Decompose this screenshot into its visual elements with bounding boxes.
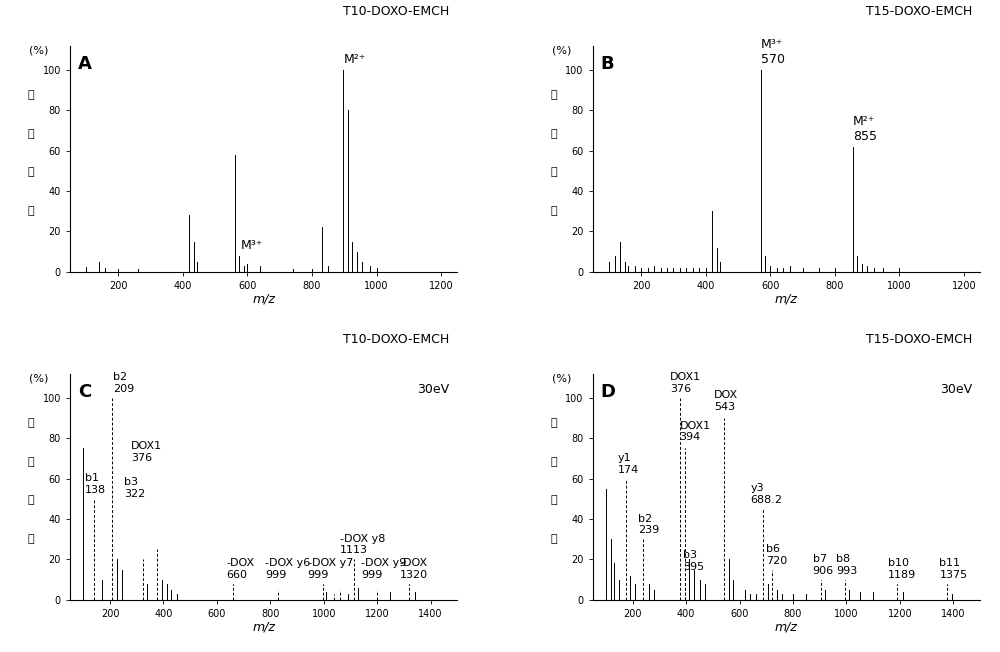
Text: (%): (%) xyxy=(29,374,49,383)
Text: T15-DOXO-EMCH: T15-DOXO-EMCH xyxy=(866,5,972,18)
Text: b3
322: b3 322 xyxy=(124,477,146,499)
Text: 相: 相 xyxy=(28,419,35,428)
Text: DOX
543: DOX 543 xyxy=(714,391,738,412)
Text: -DOX
660: -DOX 660 xyxy=(226,558,254,580)
Text: 丰: 丰 xyxy=(28,496,35,505)
Text: -DOX y7
999: -DOX y7 999 xyxy=(308,558,353,580)
Text: b8
993: b8 993 xyxy=(836,554,857,576)
Text: b10
1189: b10 1189 xyxy=(888,558,916,580)
X-axis label: m/z: m/z xyxy=(252,620,275,633)
Text: b6
720: b6 720 xyxy=(766,544,788,565)
Text: 度: 度 xyxy=(28,206,35,216)
Text: T10-DOXO-EMCH: T10-DOXO-EMCH xyxy=(343,333,449,346)
Text: 丰: 丰 xyxy=(28,168,35,177)
Text: DOX1
394: DOX1 394 xyxy=(680,421,711,442)
Text: T15-DOXO-EMCH: T15-DOXO-EMCH xyxy=(866,333,972,346)
Text: 度: 度 xyxy=(28,534,35,544)
Text: 对: 对 xyxy=(551,457,557,467)
Text: -DOX y8
1113: -DOX y8 1113 xyxy=(340,534,385,556)
Text: M³⁺
570: M³⁺ 570 xyxy=(761,38,785,66)
Text: M³⁺: M³⁺ xyxy=(240,239,263,252)
Text: M²⁺: M²⁺ xyxy=(343,53,366,66)
Text: -DOX
1320: -DOX 1320 xyxy=(400,558,428,580)
Text: B: B xyxy=(601,55,614,72)
Text: 相: 相 xyxy=(28,91,35,100)
Text: 相: 相 xyxy=(551,419,557,428)
Text: (%): (%) xyxy=(29,46,49,55)
Text: 对: 对 xyxy=(28,457,35,467)
Text: b3
395: b3 395 xyxy=(683,550,704,572)
Text: C: C xyxy=(78,383,91,401)
Text: b7
906: b7 906 xyxy=(813,554,834,576)
X-axis label: m/z: m/z xyxy=(775,620,798,633)
Text: A: A xyxy=(78,55,92,72)
Text: M²⁺
855: M²⁺ 855 xyxy=(853,115,877,143)
Text: (%): (%) xyxy=(552,46,571,55)
Text: y1
174: y1 174 xyxy=(618,453,639,475)
Text: b11
1375: b11 1375 xyxy=(939,558,968,580)
Text: b2
209: b2 209 xyxy=(113,372,134,394)
X-axis label: m/z: m/z xyxy=(252,292,275,305)
Text: DOX1
376: DOX1 376 xyxy=(670,372,701,394)
Text: 对: 对 xyxy=(551,129,557,139)
Text: 度: 度 xyxy=(551,534,557,544)
Text: DOX1
376: DOX1 376 xyxy=(131,441,162,462)
Text: 30eV: 30eV xyxy=(940,383,972,396)
Text: 相: 相 xyxy=(551,91,557,100)
Text: 丰: 丰 xyxy=(551,496,557,505)
Text: D: D xyxy=(601,383,616,401)
Text: 对: 对 xyxy=(28,129,35,139)
Text: 30eV: 30eV xyxy=(417,383,449,396)
X-axis label: m/z: m/z xyxy=(775,292,798,305)
Text: 度: 度 xyxy=(551,206,557,216)
Text: T10-DOXO-EMCH: T10-DOXO-EMCH xyxy=(343,5,449,18)
Text: -DOX y6
999: -DOX y6 999 xyxy=(265,558,310,580)
Text: b1
138: b1 138 xyxy=(85,473,106,495)
Text: (%): (%) xyxy=(552,374,571,383)
Text: b2
239: b2 239 xyxy=(638,514,659,535)
Text: 丰: 丰 xyxy=(551,168,557,177)
Text: y3
688.2: y3 688.2 xyxy=(750,483,782,505)
Text: -DOX y9
999: -DOX y9 999 xyxy=(361,558,406,580)
